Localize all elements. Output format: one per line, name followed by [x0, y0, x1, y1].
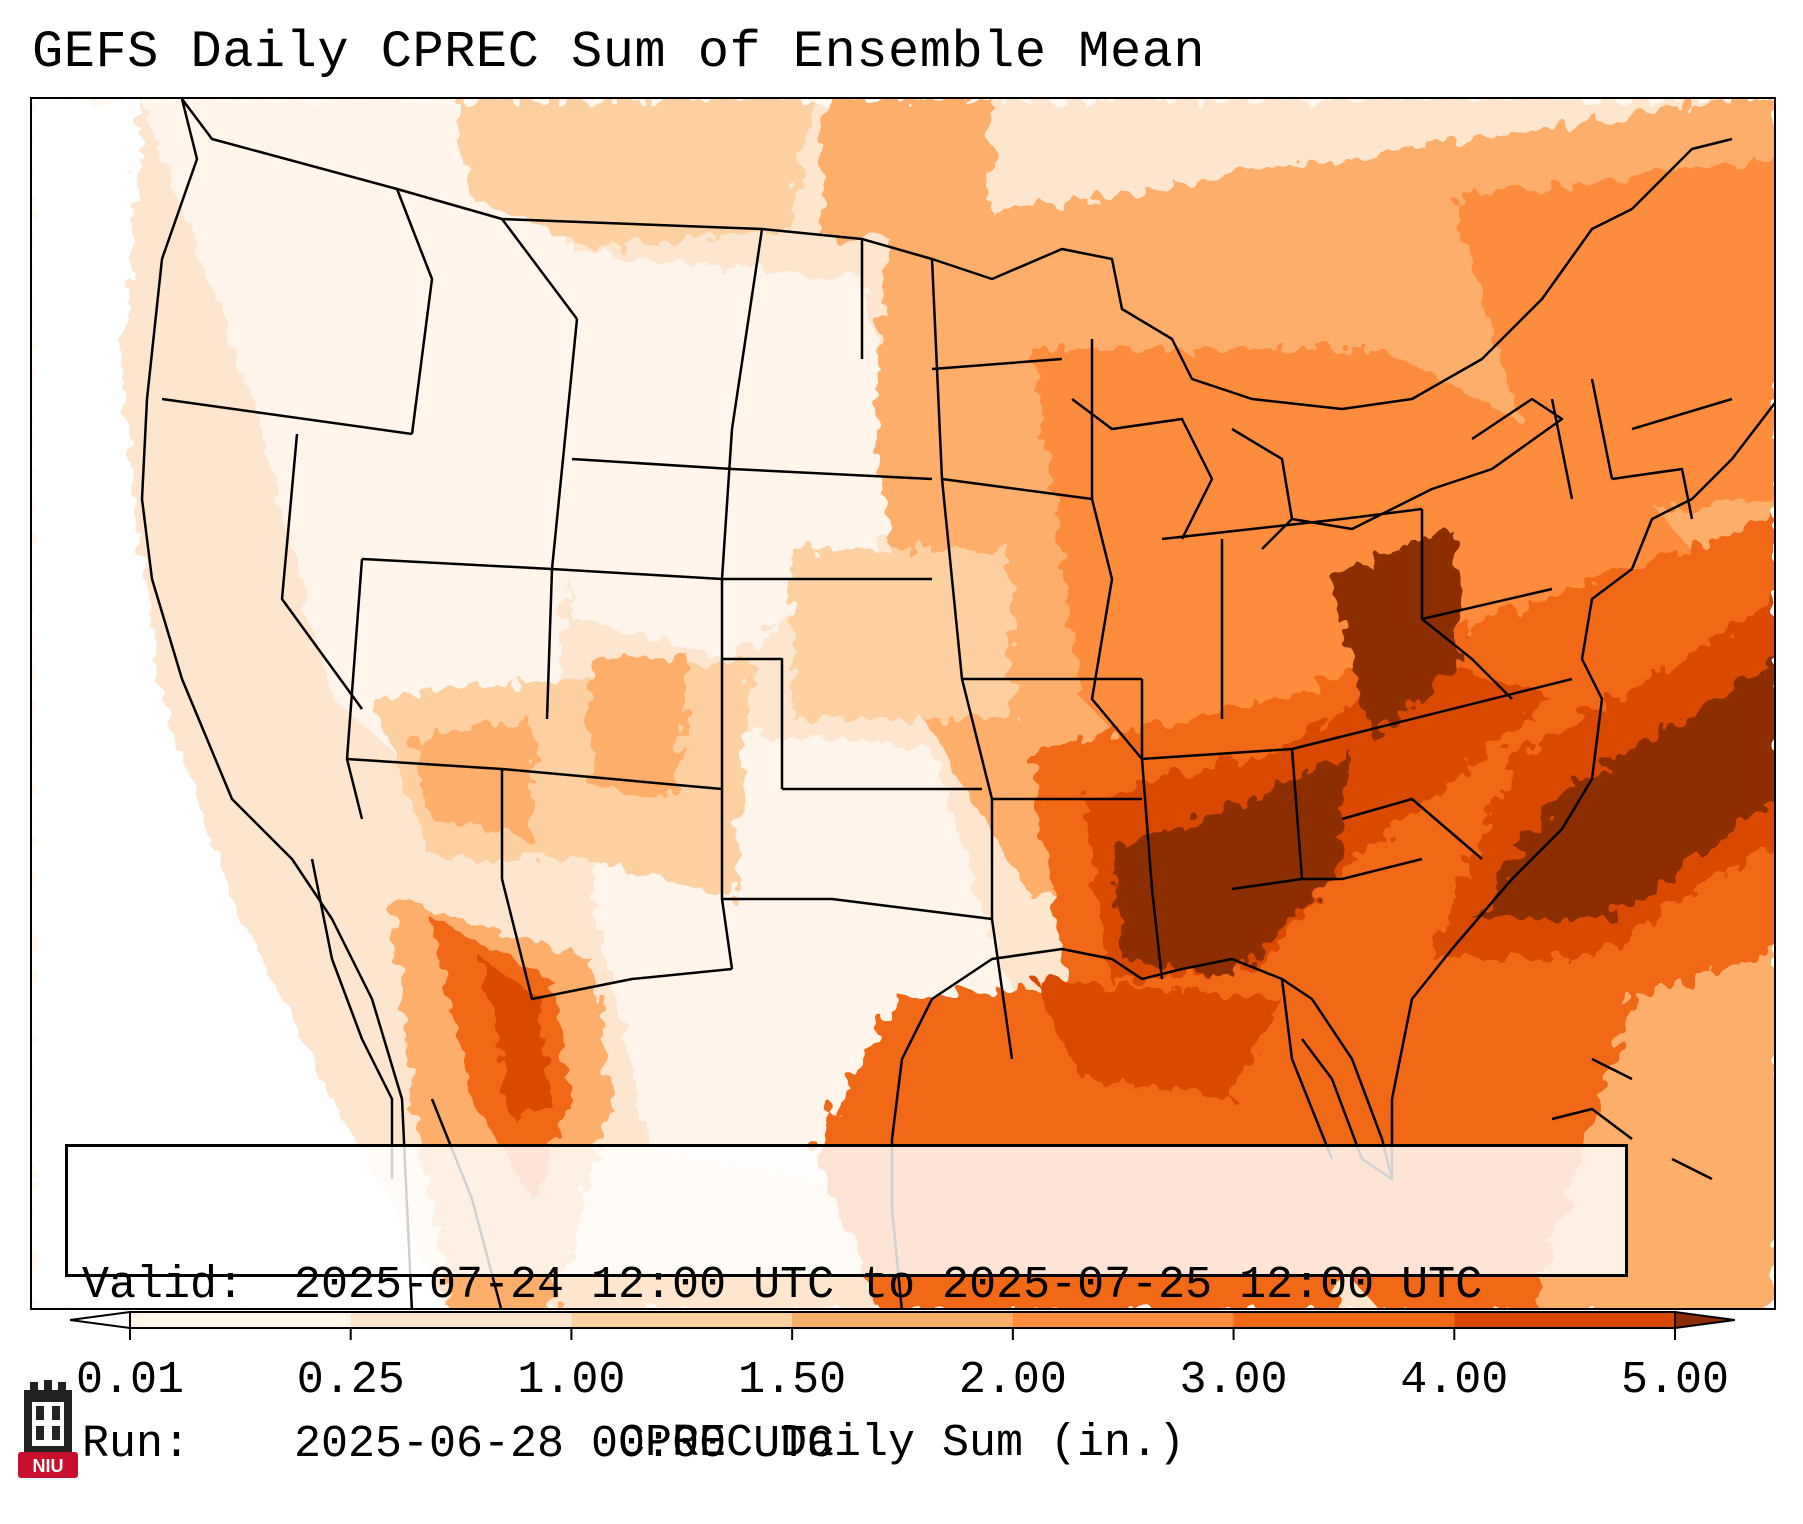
colorbar-segment: [1454, 1312, 1676, 1328]
colorbar-segment: [792, 1312, 1014, 1328]
valid-value: 2025-07-24 12:00 UTC to 2025-07-25 12:00…: [294, 1260, 1483, 1311]
colorbar-over-extend: [1674, 1310, 1735, 1330]
colorbar-segment: [1012, 1312, 1235, 1328]
colorbar-tick-label: 5.00: [1620, 1355, 1730, 1406]
map-canvas: [32, 99, 1774, 1308]
map-title: GEFS Daily CPREC Sum of Ensemble Mean: [32, 23, 1206, 82]
colorbar-tick-label: 0.25: [296, 1355, 405, 1406]
colorbar-tick-label: 3.00: [1179, 1355, 1288, 1406]
state-borders: [140, 99, 1774, 1308]
colorbar-tick-label: 0.01: [75, 1355, 185, 1406]
logo-badge: [18, 1452, 78, 1478]
valid-label: Valid:: [82, 1260, 245, 1311]
run-value: 2025-06-28 00:00 UTC: [294, 1419, 835, 1470]
colorbar: [70, 1310, 1735, 1340]
colorbar-tick-label: 1.00: [517, 1355, 626, 1406]
run-row: Run: 2025-06-28 00:00 UTC: [82, 1418, 1611, 1471]
colorbar-segment: [571, 1312, 793, 1328]
logo-text: NIU: [33, 1456, 64, 1476]
colorbar-tick-label: 1.50: [738, 1355, 847, 1406]
colorbar-under-extend: [70, 1310, 131, 1330]
precip-field: [32, 99, 1774, 1308]
colorbar-svg: [70, 1310, 1735, 1340]
colorbar-tick-label: 4.00: [1400, 1355, 1509, 1406]
valid-run-info-box: Valid: 2025-07-24 12:00 UTC to 2025-07-25…: [65, 1144, 1628, 1470]
colorbar-segment: [1233, 1312, 1455, 1328]
colorbar-segment: [350, 1312, 572, 1328]
valid-row: Valid: 2025-07-24 12:00 UTC to 2025-07-25…: [82, 1259, 1611, 1312]
colorbar-outline: [129, 1311, 1676, 1329]
run-label: Run:: [82, 1419, 191, 1470]
niu-logo: NIU: [18, 1380, 78, 1478]
colorbar-segment: [130, 1312, 352, 1328]
precip-map: [30, 97, 1776, 1310]
caribbean-islands: [1551, 1057, 1713, 1181]
colorbar-tick-label: 2.00: [958, 1355, 1067, 1406]
colorbar-label: CPREC Daily Sum (in.): [617, 1418, 1186, 1469]
